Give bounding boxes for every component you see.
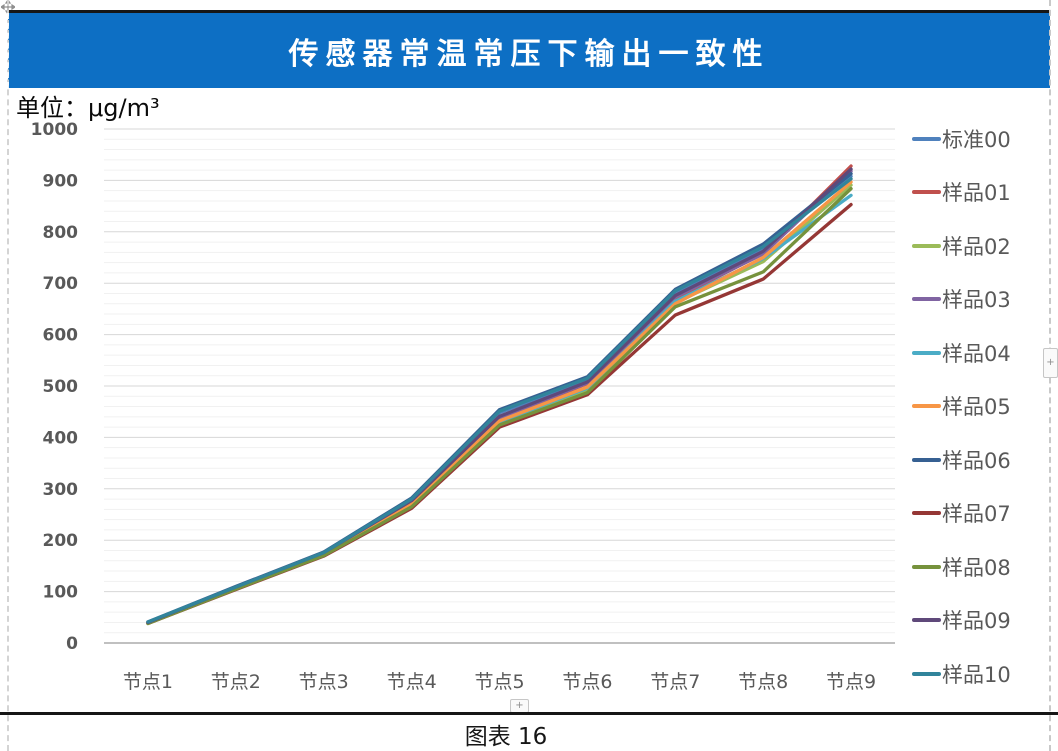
legend-item[interactable]: 样品03 — [912, 273, 1042, 327]
legend-label: 样品08 — [942, 555, 1011, 580]
selection-border-left — [7, 0, 9, 751]
legend-item[interactable]: 样品01 — [912, 166, 1042, 220]
legend-swatch-icon — [912, 457, 941, 462]
legend-label: 样品09 — [942, 609, 1011, 634]
legend-item[interactable]: 样品07 — [912, 487, 1042, 541]
series-line-样品09[interactable] — [146, 167, 853, 625]
unit-label: 单位：μg/m³ — [16, 94, 160, 122]
chart-object-bottom-border — [0, 712, 1058, 715]
legend-label: 样品05 — [942, 395, 1011, 420]
y-axis-tick-label: 1000 — [31, 120, 78, 140]
series-line-样品02[interactable] — [146, 183, 853, 626]
legend-swatch-icon — [912, 511, 941, 516]
resize-handle-right[interactable]: + — [1043, 348, 1058, 378]
x-axis-tick-label: 节点4 — [387, 671, 437, 693]
legend-item[interactable]: 样品10 — [912, 647, 1042, 701]
x-axis-tick-label: 节点9 — [826, 671, 876, 693]
x-axis-tick-label: 节点6 — [562, 671, 612, 693]
y-axis-tick-label: 400 — [43, 428, 79, 448]
legend-item[interactable]: 样品04 — [912, 326, 1042, 380]
y-axis-tick-label: 300 — [43, 480, 79, 500]
legend-label: 样品07 — [942, 502, 1011, 527]
series-line-样品08[interactable] — [146, 186, 853, 626]
legend-label: 样品03 — [942, 288, 1011, 313]
legend-swatch-icon — [912, 671, 941, 676]
series-line-样品03[interactable] — [146, 169, 853, 625]
legend-item[interactable]: 样品08 — [912, 540, 1042, 594]
x-axis-tick-label: 节点8 — [738, 671, 788, 693]
y-axis-tick-label: 200 — [43, 531, 79, 551]
y-axis-tick-label: 0 — [66, 634, 78, 654]
legend-label: 标准00 — [942, 127, 1011, 152]
y-axis-tick-label: 100 — [43, 583, 79, 603]
legend-swatch-icon — [912, 350, 941, 355]
legend-label: 样品04 — [942, 341, 1011, 366]
y-axis-tick-label: 600 — [43, 326, 79, 346]
legend-swatch-icon — [912, 404, 941, 409]
legend-label: 样品10 — [942, 662, 1011, 687]
chart-title-banner[interactable]: 传感器常温常压下输出一致性 — [8, 13, 1050, 88]
chart-object-top-border — [8, 10, 1050, 13]
legend-item[interactable]: 样品05 — [912, 380, 1042, 434]
legend-swatch-icon — [912, 190, 941, 195]
legend-swatch-icon — [912, 243, 941, 248]
series-line-样品10[interactable] — [146, 177, 853, 624]
legend-item[interactable]: 标准00 — [912, 112, 1042, 166]
y-axis-tick-label: 700 — [43, 274, 79, 294]
legend-label: 样品02 — [942, 234, 1011, 259]
x-axis-tick-label: 节点7 — [650, 671, 700, 693]
x-axis-tick-label: 节点1 — [123, 671, 173, 693]
resize-handle-bottom[interactable]: + — [510, 699, 529, 713]
series-line-样品01[interactable] — [146, 164, 853, 625]
legend-item[interactable]: 样品06 — [912, 433, 1042, 487]
x-axis-tick-label: 节点5 — [474, 671, 524, 693]
legend-swatch-icon — [912, 297, 941, 302]
chart-title: 传感器常温常压下输出一致性 — [288, 36, 770, 72]
chart-legend[interactable]: 标准00 样品01 样品02 样品03 样品04 样品05 样品06 样品07 样品08 样品09… — [912, 112, 1042, 701]
legend-item[interactable]: 样品09 — [912, 594, 1042, 648]
series-line-标准00[interactable] — [146, 174, 853, 625]
series-line-样品05[interactable] — [146, 180, 853, 625]
series-line-样品06[interactable] — [146, 172, 853, 624]
legend-swatch-icon — [912, 136, 941, 141]
x-axis-tick-label: 节点3 — [299, 671, 349, 693]
y-axis-tick-label: 500 — [43, 377, 79, 397]
legend-item[interactable]: 样品02 — [912, 219, 1042, 273]
y-axis-tick-label: 800 — [43, 223, 79, 243]
y-axis-tick-label: 900 — [43, 171, 79, 191]
legend-label: 样品06 — [942, 448, 1011, 473]
legend-swatch-icon — [912, 618, 941, 623]
x-axis-tick-label: 节点2 — [211, 671, 261, 693]
legend-swatch-icon — [912, 564, 941, 569]
chart-caption: 图表 16 — [464, 724, 548, 750]
selection-border-left-overlay — [7, 13, 9, 88]
legend-label: 样品01 — [942, 181, 1011, 206]
